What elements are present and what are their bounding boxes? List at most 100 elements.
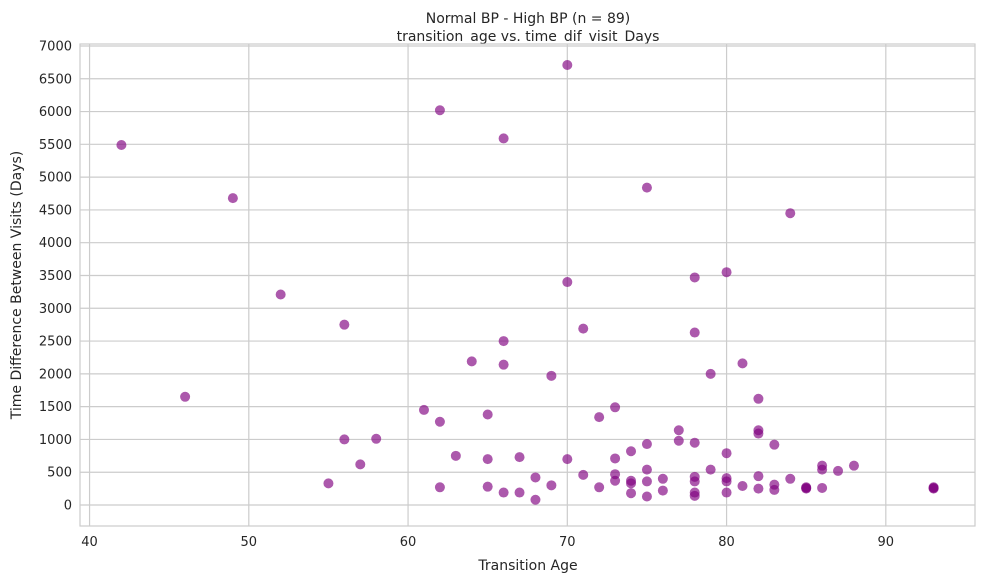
x-tick-label: 60 [400,535,417,550]
data-point [689,272,700,283]
data-point [498,336,509,347]
chart-subtitle: transition_age vs. time_dif_visit_Days [397,29,660,45]
y-tick-label: 7000 [39,39,72,54]
data-point [689,490,700,501]
data-point [689,327,700,338]
y-tick-labels: 0 500 1000 1500 2000 2500 3000 3500 4000 4500 5000… [39,39,72,513]
data-point [578,469,589,480]
data-point [371,433,382,444]
data-point [753,483,764,494]
data-point [275,289,286,300]
data-point [737,358,748,369]
y-axis-label: Time Difference Between Visits (Days) [9,151,25,420]
x-tick-label: 90 [878,535,895,550]
data-point [339,434,350,445]
data-point [578,323,589,334]
x-tick-label: 40 [81,535,98,550]
data-point [801,483,812,494]
data-point [705,368,716,379]
data-point [594,412,605,423]
data-point [673,435,684,446]
data-point [817,482,828,493]
data-points [116,59,939,505]
data-point [641,491,652,502]
data-point [626,478,637,489]
y-tick-label: 500 [47,466,72,481]
y-tick-label: 4500 [39,203,72,218]
data-point [562,277,573,288]
data-point [626,446,637,457]
y-tick-label: 3000 [39,302,72,317]
y-tick-label: 5000 [39,171,72,186]
y-tick-label: 6000 [39,105,72,120]
data-point [673,425,684,436]
data-point [657,473,668,484]
y-tick-label: 5500 [39,138,72,153]
x-tick-labels: 40 50 60 70 80 90 [81,535,894,550]
data-point [785,208,796,219]
data-point [450,450,461,461]
data-point [817,464,828,475]
data-point [498,133,509,144]
data-point [705,464,716,475]
data-point [594,482,605,493]
data-point [466,356,477,367]
data-point [737,480,748,491]
data-point [498,487,509,498]
data-point [562,454,573,465]
data-point [434,105,445,116]
data-point [641,464,652,475]
y-tick-label: 1500 [39,400,72,415]
plot-frame [79,43,976,527]
data-point [323,478,334,489]
data-point [530,494,541,505]
data-point [339,319,350,330]
data-point [641,439,652,450]
data-point [498,359,509,370]
y-tick-label: 4000 [39,236,72,251]
grid-lines [80,44,975,526]
data-point [227,193,238,204]
y-tick-label: 0 [64,499,72,514]
data-point [848,460,859,471]
data-point [116,139,127,150]
y-tick-label: 3500 [39,269,72,284]
data-point [721,267,732,278]
x-tick-label: 70 [559,535,576,550]
data-point [721,487,732,498]
data-point [434,482,445,493]
data-point [434,416,445,427]
data-point [689,437,700,448]
data-point [418,404,429,415]
data-point [610,453,621,464]
data-point [530,472,541,483]
data-point [355,459,366,470]
data-point [657,485,668,496]
data-point [514,452,525,463]
chart-title: Normal BP - High BP (n = 89) [426,11,630,27]
data-point [626,488,637,499]
data-point [833,465,844,476]
data-point [641,182,652,193]
data-point [482,454,493,465]
y-tick-label: 2500 [39,335,72,350]
x-tick-label: 50 [241,535,258,550]
data-point [721,448,732,459]
data-point [610,475,621,486]
data-point [769,439,780,450]
data-point [769,484,780,495]
data-point [641,476,652,487]
x-axis-label: Transition Age [477,558,577,574]
data-point [689,476,700,487]
data-point [721,476,732,487]
data-point [928,483,939,494]
y-tick-label: 1000 [39,433,72,448]
data-point [785,473,796,484]
data-point [753,428,764,439]
data-point [753,471,764,482]
data-point [546,370,557,381]
y-tick-label: 2000 [39,367,72,382]
data-point [546,480,557,491]
y-tick-label: 6500 [39,72,72,87]
